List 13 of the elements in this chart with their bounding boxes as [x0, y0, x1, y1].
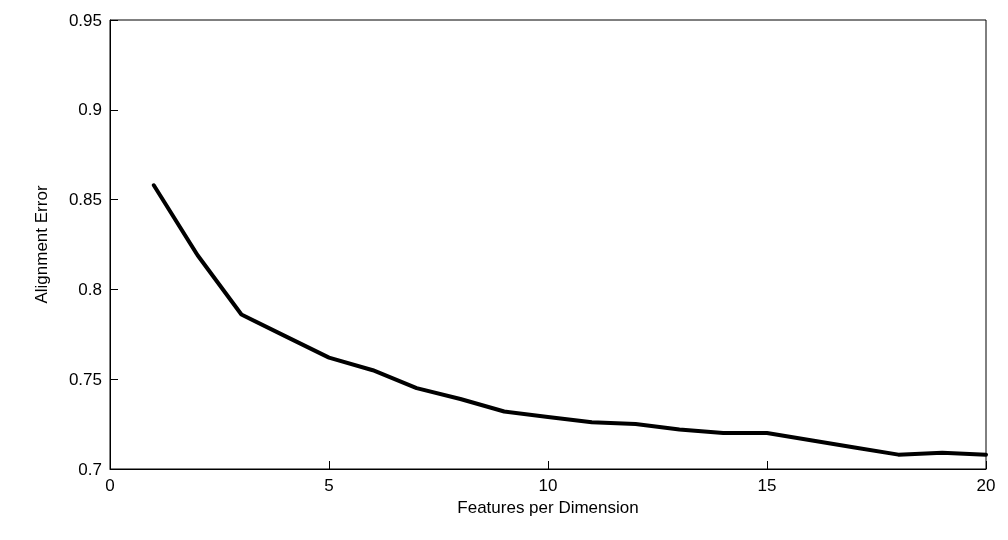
y-tick-label: 0.7	[78, 459, 102, 479]
x-tick-label: 0	[105, 476, 115, 495]
y-axis-title: Alignment Error	[32, 185, 51, 304]
x-axis-title: Features per Dimension	[457, 497, 639, 517]
y-tick-label: 0.75	[68, 369, 102, 389]
x-tick-label: 5	[324, 476, 334, 495]
x-tick-label: 15	[757, 476, 777, 495]
x-tick-label: 20	[976, 476, 996, 495]
x-tick-label: 10	[538, 476, 558, 495]
y-tick-label: 0.95	[68, 10, 102, 30]
y-tick-label: 0.85	[68, 190, 102, 210]
y-tick-label: 0.8	[78, 279, 102, 299]
y-tick-label: 0.9	[78, 100, 102, 120]
